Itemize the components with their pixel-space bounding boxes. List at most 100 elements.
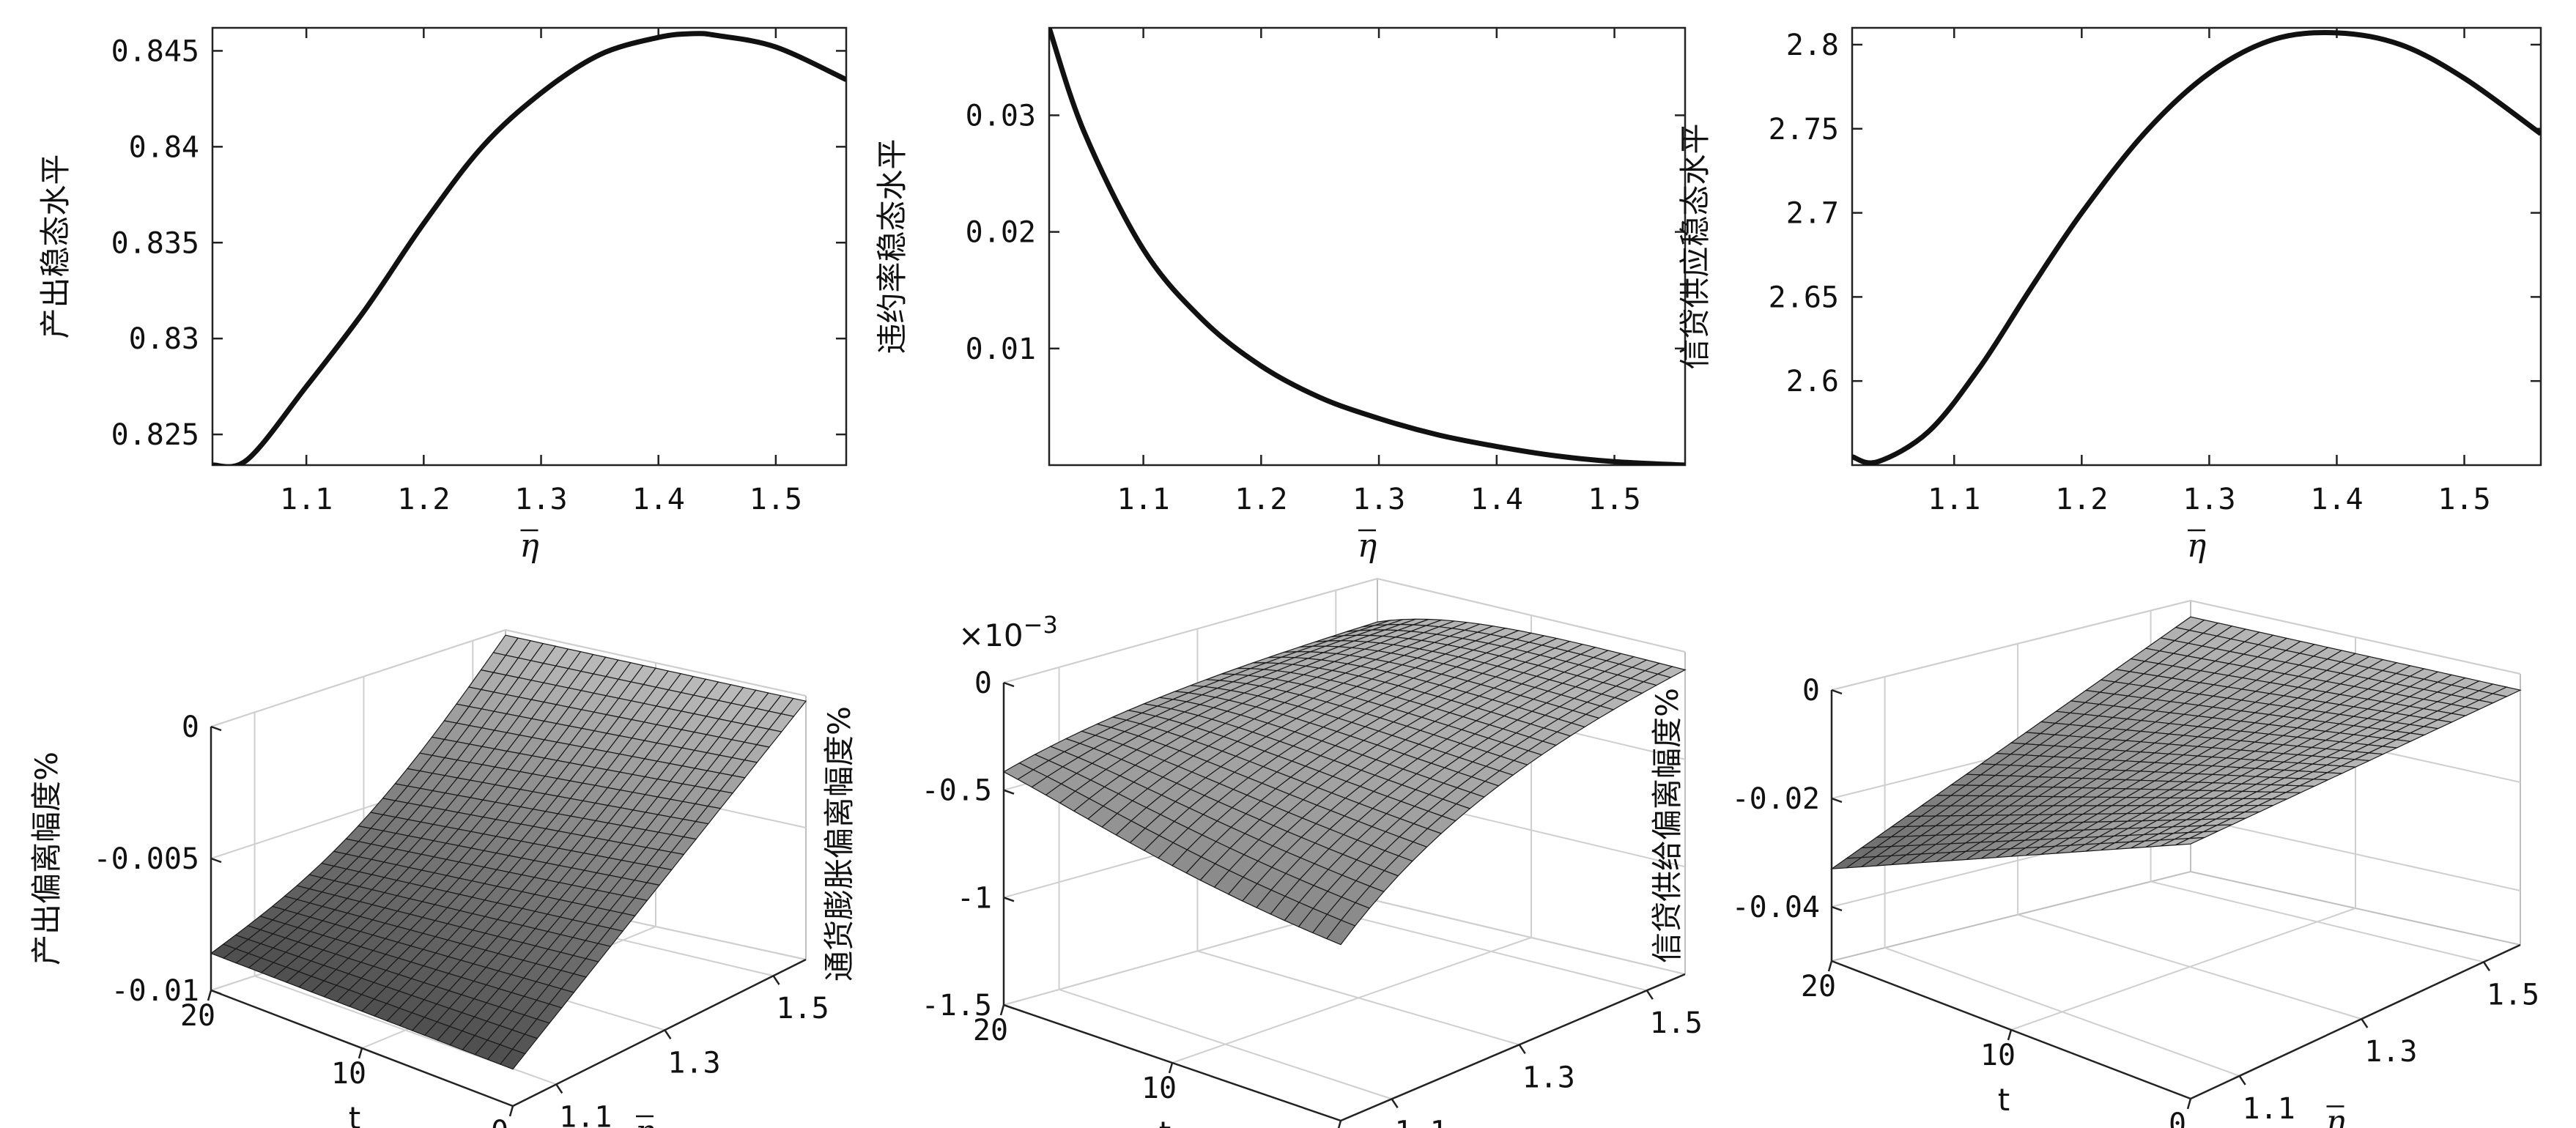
z-tick-mark (1003, 681, 1015, 688)
x-tick-label: 1.3 (1352, 483, 1405, 516)
x-tick-label: 1.2 (1235, 483, 1287, 516)
z-axis-label: 产出偏离幅度% (29, 752, 64, 965)
z-tick-mark (210, 725, 222, 732)
eta-tick-mark (1391, 1098, 1399, 1109)
surface-patch (499, 1048, 526, 1070)
eta-tick-mark (2361, 1018, 2369, 1028)
z-tick-label: 0 (1802, 674, 1820, 708)
series-line (212, 31, 846, 465)
z-scale-exp: −3 (1024, 611, 1058, 639)
eta-tick-label: 1.3 (1522, 1061, 1575, 1094)
t-tick-label: 20 (1801, 970, 1836, 1003)
t-tick-mark (2007, 1029, 2013, 1041)
z-tick-label: -0.5 (922, 774, 992, 808)
wall-grid (1831, 599, 2521, 691)
z-tick-label: -0.005 (94, 842, 200, 876)
x-tick-label: 1.2 (397, 483, 450, 516)
x-tick-label: 1.3 (2183, 483, 2235, 516)
floor-grid (1197, 950, 1520, 1046)
z-axis-label: 信贷供给偏离幅度% (1649, 688, 1685, 963)
z-tick-mark (1831, 905, 1843, 912)
z-tick-mark (1831, 689, 1843, 695)
y-axis-label: 违约率稳态水平 (874, 138, 910, 354)
eta-tick-mark (1518, 1044, 1526, 1054)
eta-tick-mark (555, 1083, 563, 1094)
t-tick-mark (508, 1105, 514, 1117)
x-tick-label: 1.5 (2438, 483, 2490, 516)
z-tick-label: -1.5 (922, 989, 992, 1023)
eta-tick-label: 1.1 (559, 1100, 612, 1128)
t-tick-label: 0 (2169, 1107, 2186, 1128)
t-tick-label: 0 (491, 1115, 508, 1128)
z-tick-label: -1 (957, 881, 992, 915)
z-axis-label: 通货膨胀偏离幅度% (821, 706, 857, 982)
z-tick-mark (1831, 797, 1843, 804)
z-tick-mark (210, 857, 222, 864)
y-tick-label: 2.8 (1786, 29, 1839, 62)
eta-tick-label: 1.5 (776, 992, 829, 1025)
t-tick-label: 10 (331, 1057, 366, 1091)
y-axis-label: 信贷供应稳态水平 (1677, 123, 1713, 369)
t-tick-mark (1337, 1120, 1342, 1128)
floor-grid (2150, 880, 2484, 963)
x-tick-label: 1.1 (1117, 483, 1169, 516)
z-tick-label: 0 (182, 710, 199, 744)
plot-frame (211, 26, 848, 467)
wall-grid (1003, 577, 1686, 683)
z-tick-mark (1003, 1003, 1015, 1010)
t-axis-label: t (1159, 1115, 1171, 1128)
eta-axis-line (2190, 943, 2521, 1100)
y-tick-label: 0.825 (111, 418, 199, 452)
x-tick-label: 1.4 (1470, 483, 1523, 516)
wall-grid (1003, 899, 1686, 1006)
z-scale-note: ×10−3 (958, 611, 1058, 653)
surface-chart-2: 0-0.5-1-1.5201001.11.31.5tη通货膨胀偏离幅度%×10−… (821, 577, 1703, 1128)
y-tick-label: 0.01 (966, 333, 1036, 366)
y-tick-label: 0.845 (111, 34, 199, 68)
eta-axis-label: η (2325, 1104, 2344, 1128)
z-tick-label: 0 (974, 667, 992, 700)
line-chart-3: 1.1 1.2 1.3 1.4 1.5 2.6 2.65 2.7 2.75 2.8 信贷供应稳态水平… (1677, 26, 2542, 565)
eta-tick-label: 1.1 (1395, 1115, 1448, 1128)
x-tick-label: 1.4 (632, 483, 685, 516)
t-tick-mark (1827, 960, 1833, 972)
eta-axis-line (512, 958, 807, 1107)
floor-grid (1172, 937, 1532, 1064)
eta-tick-label: 1.3 (667, 1046, 720, 1080)
x-tick-label: 1.4 (2310, 483, 2363, 516)
eta-tick-mark (772, 975, 780, 985)
series-line (1852, 30, 2541, 465)
x-axis-label: η (2187, 527, 2206, 565)
eta-tick-mark (2238, 1075, 2246, 1086)
eta-tick-mark (1646, 990, 1654, 1000)
eta-axis-label: η (635, 1113, 654, 1128)
eta-tick-mark (664, 1029, 672, 1039)
x-tick-label: 1.1 (1928, 483, 1980, 516)
z-tick-mark (1003, 897, 1015, 902)
x-tick-label: 1.2 (2055, 483, 2108, 516)
y-tick-label: 0.03 (966, 99, 1036, 133)
z-tick-mark (210, 989, 222, 995)
eta-axis-line (1340, 973, 1686, 1122)
line-chart-2: 1.1 1.2 1.3 1.4 1.5 0.01 0.02 0.03 违约率稳态水平 η (874, 26, 1687, 565)
x-axis-label: η (1358, 527, 1377, 565)
eta-tick-label: 1.1 (2243, 1092, 2295, 1126)
surface-chart-3: 0 -0.02 -0.04 20 10 0 1.1 1.3 1.5 t η 信贷供给偏离幅度% (1649, 599, 2539, 1128)
x-tick-label: 1.5 (750, 483, 802, 516)
floor-grid (1884, 946, 2240, 1077)
y-axis-label: 产出稳态水平 (37, 154, 73, 338)
x-tick-label: 1.1 (280, 483, 333, 516)
y-tick-label: 0.835 (111, 226, 199, 260)
y-tick-label: 2.65 (1769, 281, 1839, 314)
y-tick-label: 2.7 (1786, 197, 1839, 231)
t-tick-mark (2186, 1098, 2192, 1110)
wall-grid (210, 628, 807, 727)
x-axis-label: η (519, 527, 538, 565)
x-axis-label-text: η (2187, 527, 2206, 565)
x-axis-label-text: η (519, 527, 538, 565)
t-tick-mark (358, 1047, 363, 1059)
eta-tick-label: 1.5 (1650, 1006, 1703, 1040)
plot-frame (1851, 26, 2542, 467)
